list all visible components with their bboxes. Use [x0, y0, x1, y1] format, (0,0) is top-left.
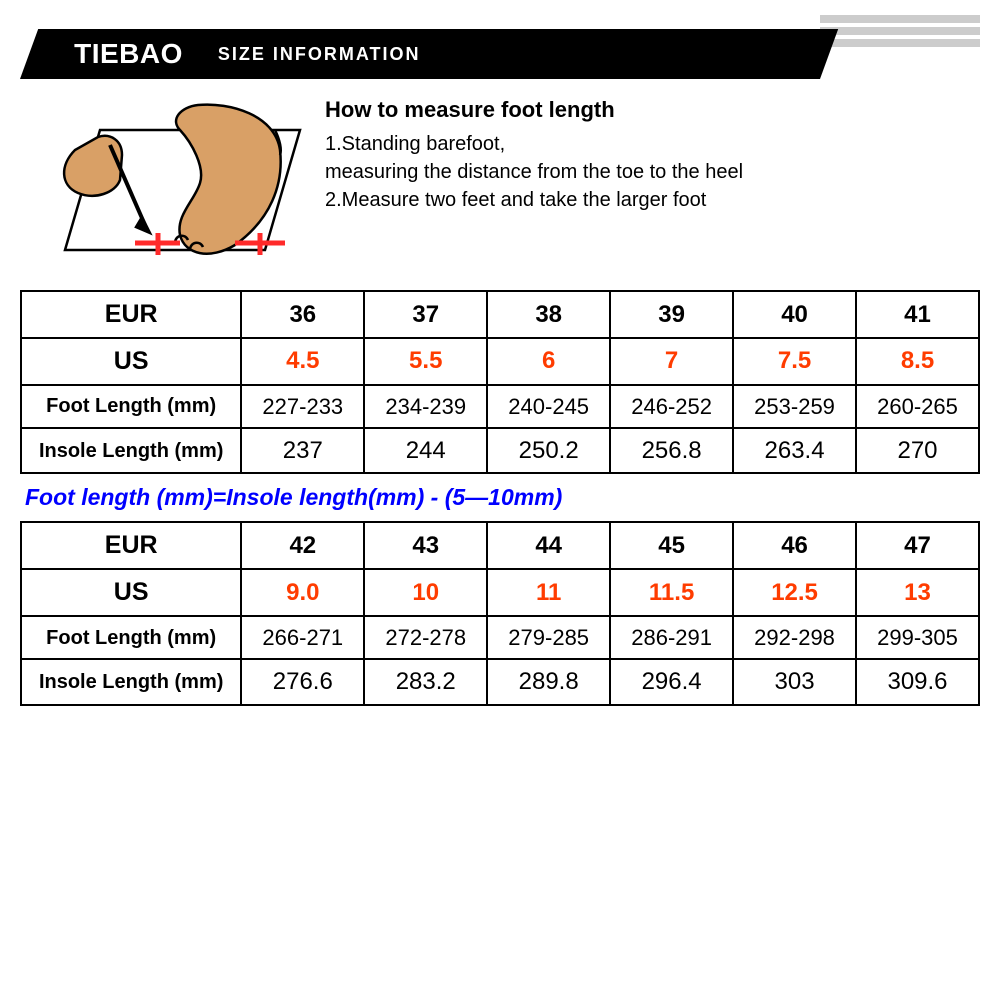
label-foot-length: Foot Length (mm) — [21, 385, 241, 428]
row-eur: EUR 42 43 44 45 46 47 — [21, 522, 979, 569]
header-subtitle: SIZE INFORMATION — [218, 44, 421, 65]
us-cell: 7 — [610, 338, 733, 385]
label-eur: EUR — [21, 291, 241, 338]
foot-cell: 266-271 — [241, 616, 364, 659]
eur-cell: 39 — [610, 291, 733, 338]
row-us: US 4.5 5.5 6 7 7.5 8.5 — [21, 338, 979, 385]
eur-cell: 44 — [487, 522, 610, 569]
row-foot-length: Foot Length (mm) 266-271 272-278 279-285… — [21, 616, 979, 659]
us-cell: 8.5 — [856, 338, 979, 385]
foot-cell: 272-278 — [364, 616, 487, 659]
us-cell: 5.5 — [364, 338, 487, 385]
measure-instructions: How to measure foot length 1.Standing ba… — [20, 90, 980, 290]
size-table-2: EUR 42 43 44 45 46 47 US 9.0 10 11 11.5 … — [20, 521, 980, 705]
foot-cell: 260-265 — [856, 385, 979, 428]
eur-cell: 43 — [364, 522, 487, 569]
size-chart-infographic: TIEBAO SIZE INFORMATION — [0, 0, 1000, 723]
us-cell: 6 — [487, 338, 610, 385]
decorative-stripes — [820, 15, 980, 47]
foot-cell: 253-259 — [733, 385, 856, 428]
instruction-line-1: 1.Standing barefoot, — [325, 130, 960, 158]
instruction-line-3: 2.Measure two feet and take the larger f… — [325, 186, 960, 214]
label-eur: EUR — [21, 522, 241, 569]
us-cell: 10 — [364, 569, 487, 616]
foot-cell: 299-305 — [856, 616, 979, 659]
insole-cell: 276.6 — [241, 659, 364, 705]
foot-cell: 292-298 — [733, 616, 856, 659]
instruction-title: How to measure foot length — [325, 95, 960, 126]
insole-cell: 237 — [241, 428, 364, 474]
row-foot-length: Foot Length (mm) 227-233 234-239 240-245… — [21, 385, 979, 428]
eur-cell: 40 — [733, 291, 856, 338]
foot-cell: 234-239 — [364, 385, 487, 428]
label-us: US — [21, 338, 241, 385]
insole-cell: 244 — [364, 428, 487, 474]
insole-cell: 309.6 — [856, 659, 979, 705]
insole-cell: 250.2 — [487, 428, 610, 474]
eur-cell: 37 — [364, 291, 487, 338]
eur-cell: 36 — [241, 291, 364, 338]
row-eur: EUR 36 37 38 39 40 41 — [21, 291, 979, 338]
insole-cell: 296.4 — [610, 659, 733, 705]
eur-cell: 47 — [856, 522, 979, 569]
label-insole-length: Insole Length (mm) — [21, 659, 241, 705]
insole-cell: 270 — [856, 428, 979, 474]
foot-cell: 246-252 — [610, 385, 733, 428]
us-cell: 4.5 — [241, 338, 364, 385]
row-insole-length: Insole Length (mm) 237 244 250.2 256.8 2… — [21, 428, 979, 474]
insole-cell: 303 — [733, 659, 856, 705]
insole-cell: 256.8 — [610, 428, 733, 474]
label-foot-length: Foot Length (mm) — [21, 616, 241, 659]
foot-cell: 240-245 — [487, 385, 610, 428]
row-insole-length: Insole Length (mm) 276.6 283.2 289.8 296… — [21, 659, 979, 705]
conversion-formula: Foot length (mm)=Insole length(mm) - (5―… — [20, 476, 980, 521]
foot-diagram — [50, 95, 310, 270]
us-cell: 7.5 — [733, 338, 856, 385]
us-cell: 11.5 — [610, 569, 733, 616]
insole-cell: 289.8 — [487, 659, 610, 705]
foot-cell: 279-285 — [487, 616, 610, 659]
instruction-line-2: measuring the distance from the toe to t… — [325, 158, 960, 186]
size-table-1: EUR 36 37 38 39 40 41 US 4.5 5.5 6 7 7.5… — [20, 290, 980, 474]
eur-cell: 42 — [241, 522, 364, 569]
eur-cell: 45 — [610, 522, 733, 569]
us-cell: 9.0 — [241, 569, 364, 616]
us-cell: 11 — [487, 569, 610, 616]
brand-name: TIEBAO — [74, 38, 183, 70]
eur-cell: 41 — [856, 291, 979, 338]
us-cell: 12.5 — [733, 569, 856, 616]
row-us: US 9.0 10 11 11.5 12.5 13 — [21, 569, 979, 616]
foot-cell: 286-291 — [610, 616, 733, 659]
insole-cell: 263.4 — [733, 428, 856, 474]
foot-cell: 227-233 — [241, 385, 364, 428]
eur-cell: 38 — [487, 291, 610, 338]
label-insole-length: Insole Length (mm) — [21, 428, 241, 474]
header-black-bar: TIEBAO SIZE INFORMATION — [20, 29, 838, 79]
insole-cell: 283.2 — [364, 659, 487, 705]
label-us: US — [21, 569, 241, 616]
us-cell: 13 — [856, 569, 979, 616]
instruction-text: How to measure foot length 1.Standing ba… — [325, 95, 960, 214]
header-banner: TIEBAO SIZE INFORMATION — [20, 15, 980, 80]
eur-cell: 46 — [733, 522, 856, 569]
